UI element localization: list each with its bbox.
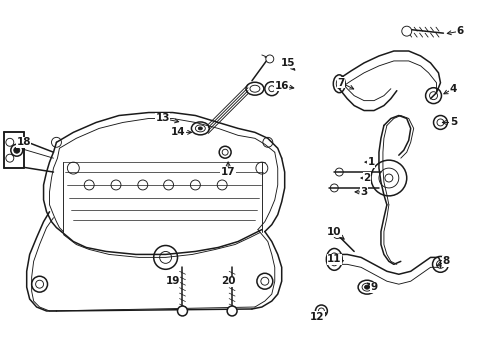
Text: 13: 13 [155,113,169,123]
Text: 18: 18 [17,137,31,147]
Ellipse shape [337,81,340,86]
Ellipse shape [198,127,202,130]
Text: 7: 7 [337,78,344,88]
Text: 1: 1 [366,157,374,167]
Text: 3: 3 [360,187,367,197]
Circle shape [177,306,187,316]
Circle shape [333,231,341,239]
Polygon shape [4,132,24,168]
Text: 17: 17 [221,167,235,177]
Text: 15: 15 [280,58,294,68]
Circle shape [384,174,392,182]
Text: 4: 4 [449,84,456,94]
Text: 12: 12 [309,312,324,322]
Circle shape [14,147,20,153]
Text: 10: 10 [326,226,341,237]
Ellipse shape [332,256,336,262]
Text: 16: 16 [274,81,288,91]
Text: 5: 5 [449,117,456,127]
Text: 2: 2 [363,173,370,183]
Text: 19: 19 [165,276,180,286]
Text: 6: 6 [456,26,463,36]
Text: 8: 8 [442,256,449,266]
Text: 20: 20 [221,276,235,286]
Ellipse shape [364,285,369,289]
Text: 14: 14 [171,127,185,138]
Circle shape [401,26,411,36]
Circle shape [226,306,237,316]
Text: 11: 11 [326,255,341,264]
Text: 9: 9 [370,282,377,292]
Circle shape [265,55,273,63]
